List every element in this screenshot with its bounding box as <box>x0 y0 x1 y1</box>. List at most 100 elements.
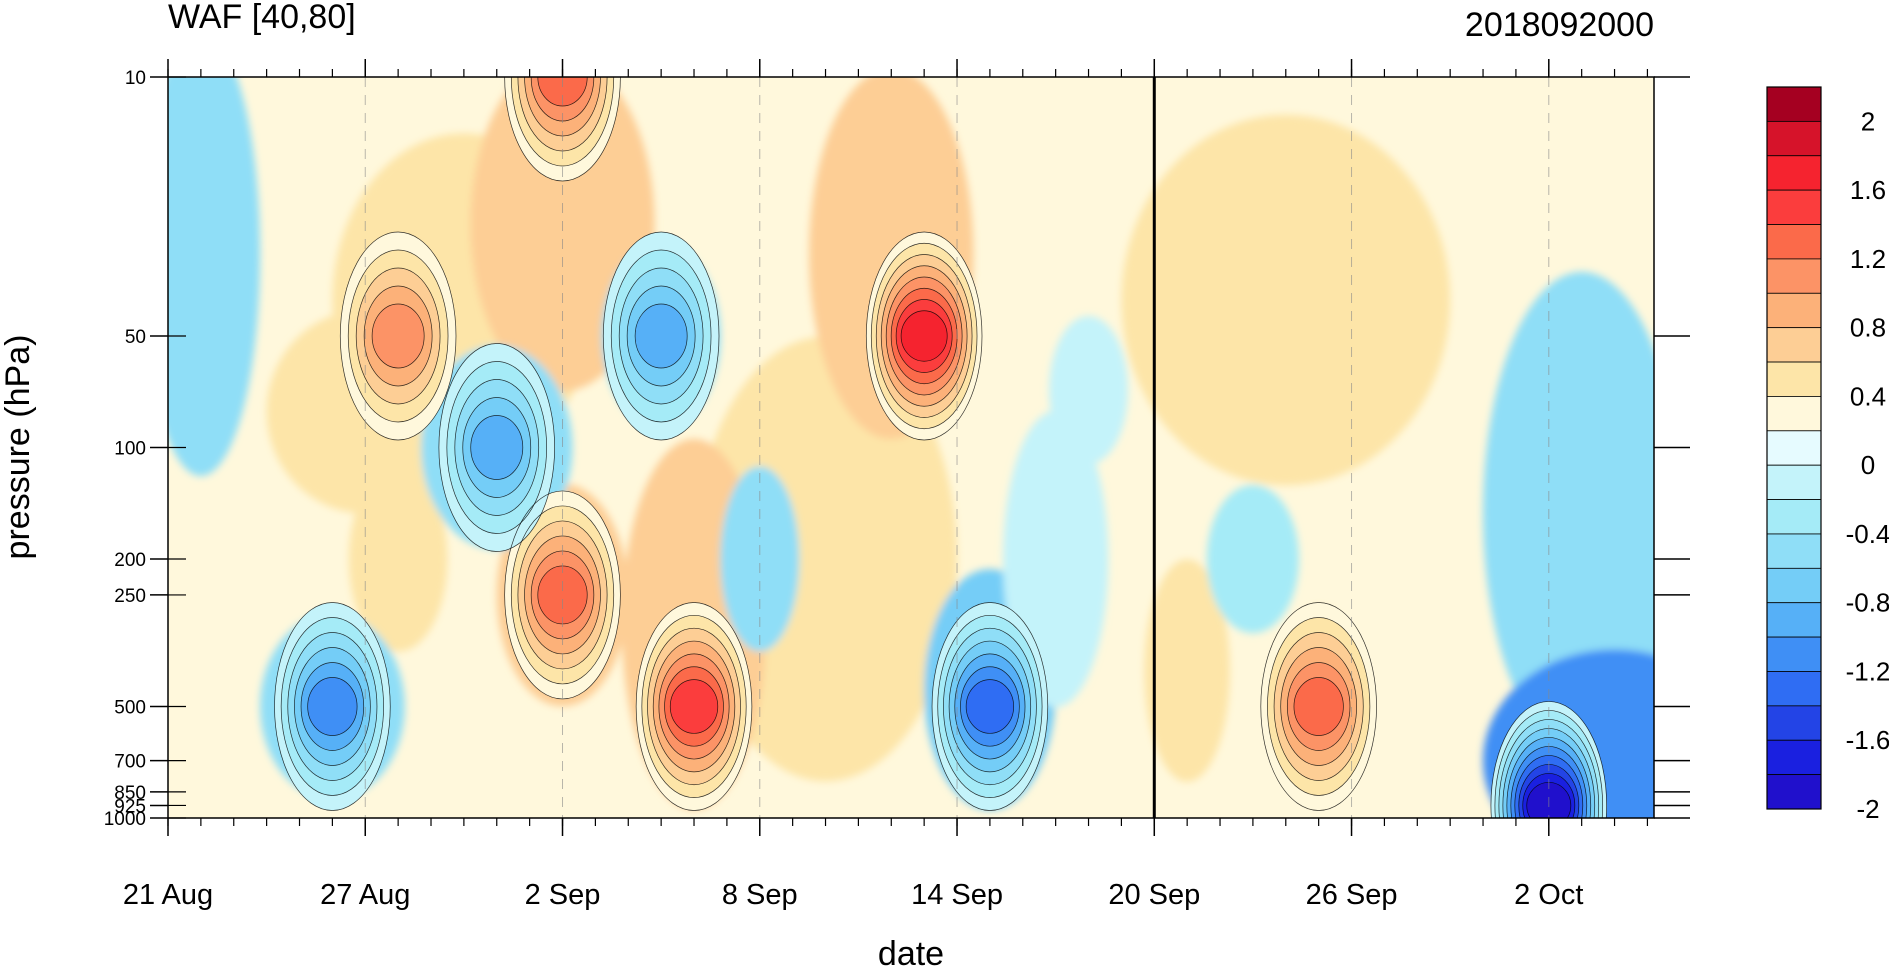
y-tick-label: 925 <box>114 796 146 817</box>
colorbar-label: 1.6 <box>1850 175 1886 205</box>
contour-line <box>658 653 730 760</box>
colorbar-label: 0 <box>1861 450 1875 480</box>
contour-line <box>300 662 365 751</box>
y-tick-label: 250 <box>114 586 146 607</box>
colorbar-swatch <box>1766 292 1822 329</box>
field-region <box>168 77 261 477</box>
colorbar-swatch <box>1766 464 1822 500</box>
contour-line <box>454 379 540 516</box>
colorbar-swatch <box>1766 671 1822 707</box>
contour-lines <box>274 77 1607 818</box>
feature-core <box>670 679 718 734</box>
colorbar-label: -2 <box>1856 794 1879 824</box>
feature-core <box>537 77 588 106</box>
colorbar-swatch <box>1766 189 1822 225</box>
field-region <box>1121 114 1451 486</box>
x-tick-label: 14 Sep <box>911 879 1003 911</box>
contour-line <box>510 505 615 685</box>
colorbar-swatch <box>1766 567 1822 604</box>
feature-core <box>1293 677 1344 736</box>
contour-line <box>1267 617 1371 796</box>
contour-line <box>1273 632 1364 781</box>
feature-core <box>372 303 425 368</box>
contour-line <box>504 77 621 182</box>
contour-line <box>870 242 978 430</box>
field-region <box>1483 271 1654 754</box>
colorbar-label: -1.2 <box>1846 656 1889 686</box>
contour-line <box>1514 755 1584 818</box>
contour-line <box>1522 773 1576 818</box>
y-tick-label: 200 <box>114 550 146 571</box>
colorbar-label: 2 <box>1861 106 1875 136</box>
chart-title: WAF [40,80] <box>168 0 356 36</box>
colorbar-swatch <box>1766 327 1822 363</box>
contour-line <box>641 614 747 798</box>
field-region <box>348 466 448 652</box>
chart-timestamp: 2018092000 <box>1465 6 1654 44</box>
colorbar-swatch <box>1766 602 1822 638</box>
contour-line <box>280 617 384 796</box>
contour-line <box>885 276 963 396</box>
y-tick-label: 500 <box>114 697 146 718</box>
contour-line <box>446 361 548 534</box>
x-tick-label: 27 Aug <box>320 879 410 911</box>
feature-core <box>307 677 358 736</box>
colorbar-label: 1.2 <box>1850 244 1886 274</box>
colorbar-swatch <box>1766 120 1822 157</box>
contour-line <box>954 653 1026 760</box>
contour-line <box>510 77 615 167</box>
colorbar-swatch <box>1766 155 1822 191</box>
contour-line <box>865 231 983 441</box>
contour-line <box>610 249 712 423</box>
colorbar-frame <box>1766 86 1822 810</box>
colorbar-swatch <box>1766 499 1822 535</box>
contour-line <box>347 249 449 423</box>
contour-line <box>948 640 1032 773</box>
contour-line <box>1293 677 1344 736</box>
contour-line <box>537 77 588 107</box>
contour-line <box>960 666 1020 747</box>
y-tick-label: 700 <box>114 752 146 773</box>
contour-line <box>943 627 1037 786</box>
colorbar: 2 1.6 1.2 0.8 0.4 0 -0.4 -0.8 -1.2 -1.6 -2 <box>1766 86 1889 824</box>
contour-line <box>875 254 973 418</box>
contour-line <box>900 310 948 362</box>
colorbar-swatch <box>1766 533 1822 569</box>
y-tick-label: 100 <box>114 439 146 460</box>
contour-line <box>1286 662 1351 751</box>
contour-field <box>168 77 1654 818</box>
x-tick-label: 8 Sep <box>722 879 798 911</box>
x-tick-label: 21 Aug <box>123 879 213 911</box>
contour-line <box>287 632 378 781</box>
colorbar-swatch <box>1766 774 1822 810</box>
contour-line <box>371 303 425 369</box>
feature-core <box>635 303 688 368</box>
colorbar-label: 0.8 <box>1850 313 1886 343</box>
y-tick-label: 50 <box>125 327 146 348</box>
contour-line <box>626 285 696 387</box>
y-tick-label: 10 <box>125 68 146 89</box>
contour-line <box>635 602 753 811</box>
feature-core <box>537 565 588 624</box>
contour-line <box>618 267 704 405</box>
contour-line <box>1506 737 1592 818</box>
contour-line <box>1280 647 1357 766</box>
colorbar-swatch <box>1766 636 1822 672</box>
contour-line <box>664 666 724 747</box>
x-axis: 21 Aug 27 Aug 2 Sep 8 Sep 14 Sep 20 Sep 26 Sep… <box>123 59 1649 911</box>
x-tick-label: 2 Sep <box>525 879 601 911</box>
contour-line <box>669 679 719 734</box>
colorbar-swatch <box>1766 430 1822 466</box>
contour-line <box>1260 602 1377 811</box>
colorbar-swatch <box>1766 396 1822 432</box>
y-tick-label: 1000 <box>104 809 146 830</box>
x-tick-label: 2 Oct <box>1514 879 1583 911</box>
contour-line <box>965 679 1015 734</box>
colorbar-swatch <box>1766 361 1822 397</box>
contour-line <box>937 614 1043 798</box>
feature-core <box>470 415 523 480</box>
colorbar-swatch <box>1766 258 1822 294</box>
field-region <box>1206 484 1299 634</box>
colorbar-label: -1.6 <box>1846 725 1889 755</box>
contour-line <box>602 231 720 441</box>
